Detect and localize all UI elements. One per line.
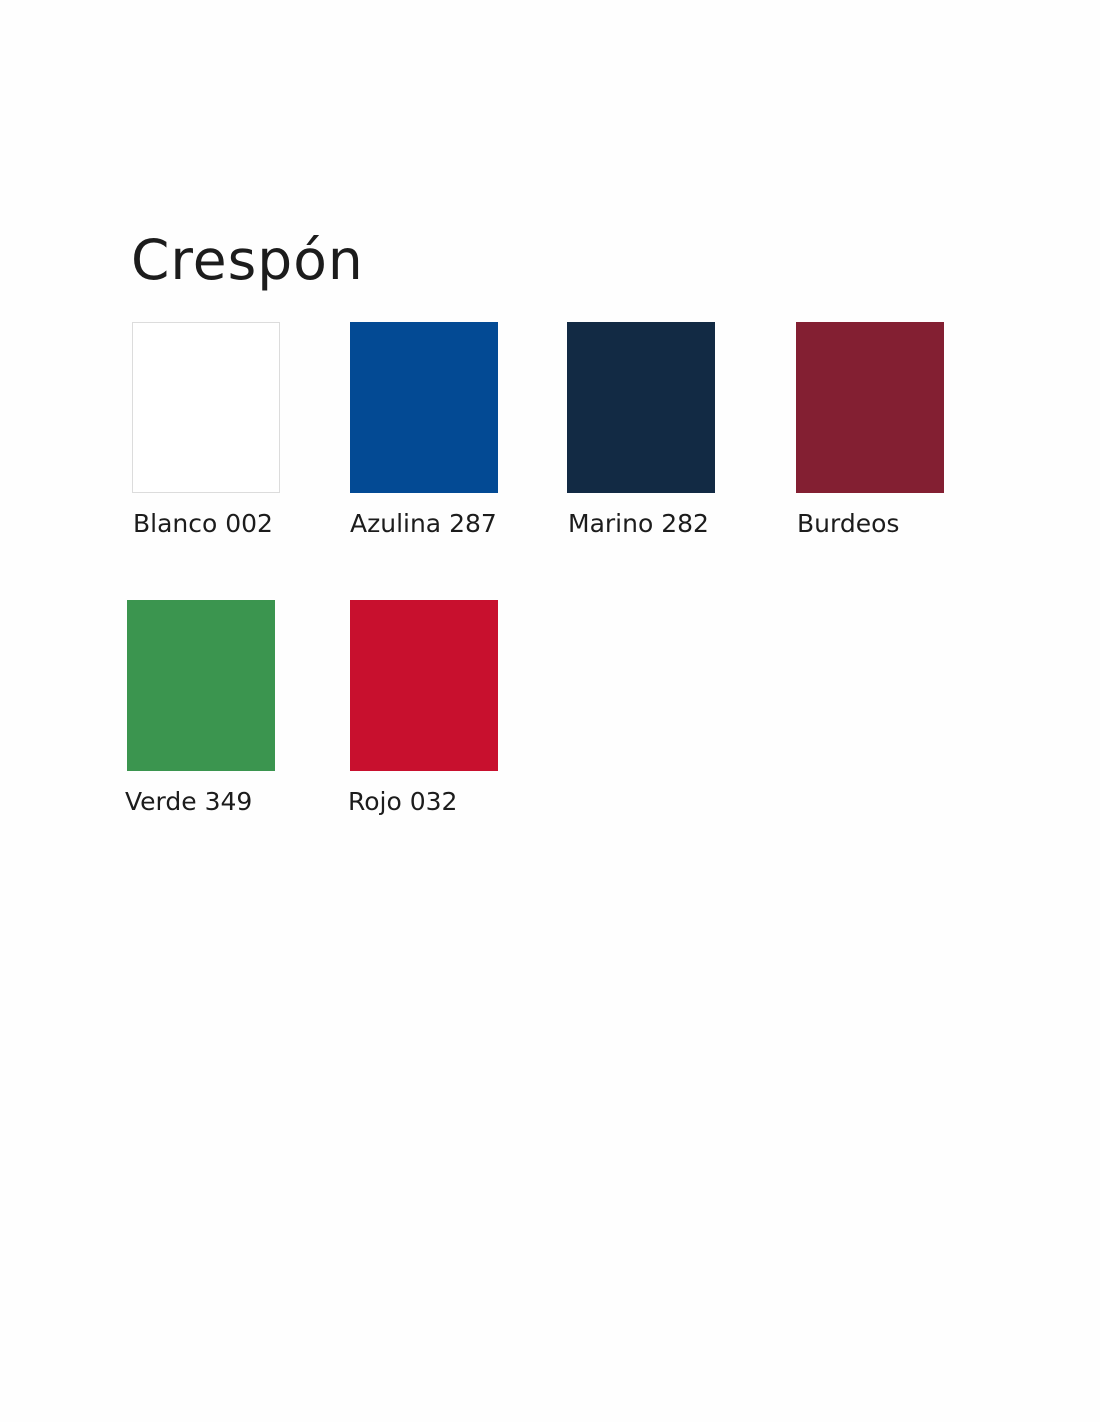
swatch-blanco xyxy=(132,322,280,493)
swatch-verde xyxy=(127,600,275,771)
swatch-azulina xyxy=(350,322,498,493)
swatch-label: Azulina 287 xyxy=(350,509,497,538)
swatch-label: Marino 282 xyxy=(568,509,709,538)
swatch-burdeos xyxy=(796,322,944,493)
swatch-label: Blanco 002 xyxy=(133,509,273,538)
swatch-rojo xyxy=(350,600,498,771)
page-title: Crespón xyxy=(131,228,364,292)
swatch-label: Rojo 032 xyxy=(348,787,458,816)
swatch-marino xyxy=(567,322,715,493)
swatch-label: Burdeos xyxy=(797,509,900,538)
swatch-label: Verde 349 xyxy=(125,787,253,816)
